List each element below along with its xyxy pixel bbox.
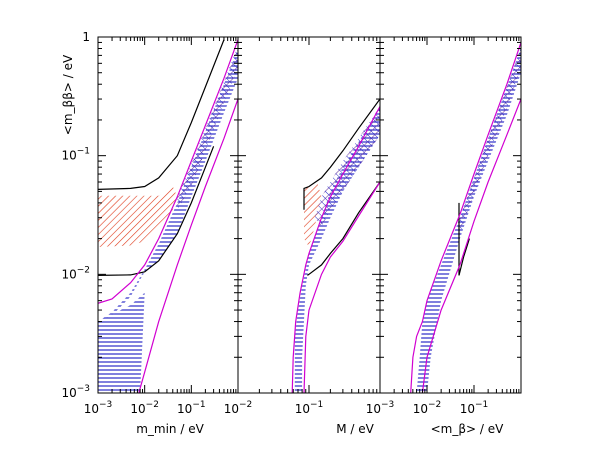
x-tick-label: 10−1	[177, 400, 206, 416]
panel-2-curve-magenta-left	[291, 106, 380, 393]
plot-area	[97, 36, 522, 394]
x-tick-label: 10−2	[130, 400, 159, 416]
axis-labels: 10−3 10−2 10−1 m_min / eV 10−2 10−1 M / eV 10−3…	[61, 30, 504, 436]
panel-2-region-red-band	[304, 182, 322, 247]
panel-3-curve-magenta-left	[410, 42, 521, 393]
panel-3-frame	[379, 36, 522, 394]
panel-2	[291, 98, 380, 393]
panel-3-region-purple-band	[459, 47, 521, 234]
x-tick-label: 10−2	[224, 400, 253, 416]
panel-2-curve-black-upper	[303, 98, 380, 210]
panel-2-curve-magenta-right	[303, 181, 380, 393]
panel-2-curve-black-lower	[307, 181, 380, 276]
panel-3-curve-magenta-right	[421, 98, 521, 393]
x-tick-label: 10−3	[366, 400, 395, 416]
x-tick-label: 10−3	[84, 400, 113, 416]
y-tick-label: 10−3	[61, 384, 90, 400]
panel-2-xlabel: M / eV	[336, 422, 374, 436]
y-tick-label: 10−2	[61, 265, 90, 281]
panel-1-curve-black-lower	[98, 146, 215, 276]
panel-3-xlabel: <m_β> / eV	[431, 422, 505, 436]
panel-3-curve-black-diag	[458, 238, 470, 276]
panel-1-region-blue-low	[98, 292, 145, 393]
y-axis-label: <m_ββ> / eV	[61, 54, 75, 135]
x-tick-label: 10−1	[460, 400, 489, 416]
x-tick-label: 10−2	[413, 400, 442, 416]
y-tick-label: 10−1	[61, 147, 90, 163]
panel-1-curve-magenta-upper	[98, 39, 238, 304]
panel-1-curve-magenta-lower	[138, 98, 238, 393]
panel-1-region-blue-band	[98, 48, 238, 322]
x-tick-label: 10−1	[295, 400, 324, 416]
y-tick-label: 1	[82, 30, 90, 44]
panel-3	[410, 42, 521, 393]
panel-1-region-red-band	[98, 186, 178, 247]
panel-1-xlabel: m_min / eV	[136, 422, 204, 436]
panel-1	[98, 39, 238, 393]
panel-1-curve-black-upper	[98, 39, 225, 190]
panel-1-region-purple-band	[177, 45, 238, 210]
